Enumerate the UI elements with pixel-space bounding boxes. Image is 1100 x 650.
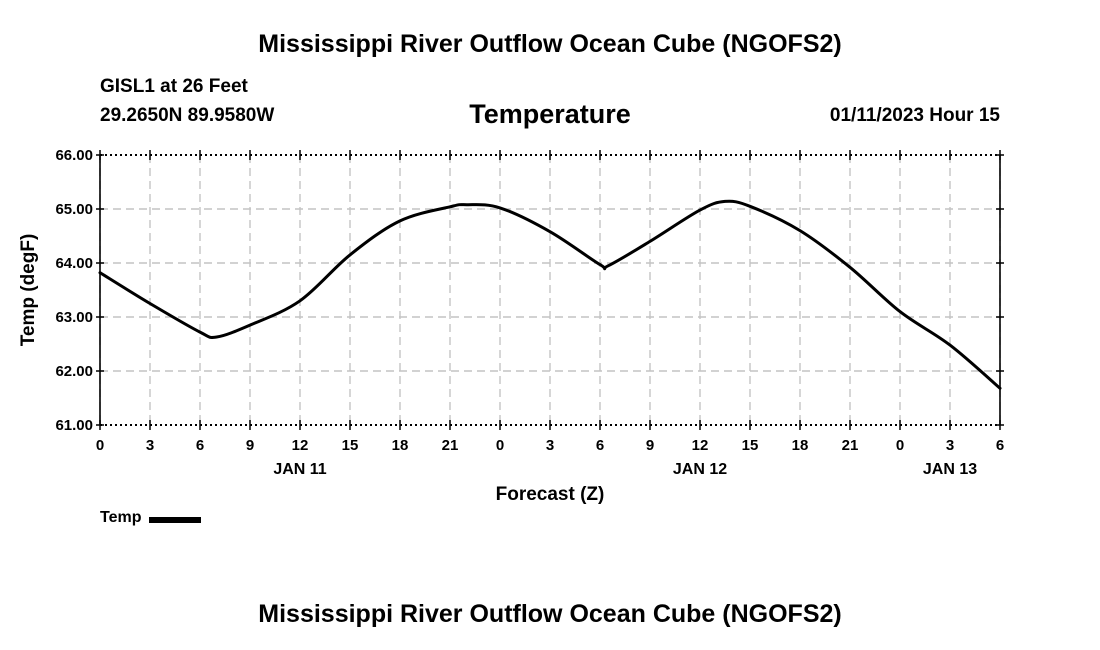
x-tick-label: 15	[742, 437, 759, 454]
station-coordinates: 29.2650N 89.9580W	[100, 105, 275, 126]
x-tick-label: 12	[692, 437, 709, 454]
x-day-label: JAN 12	[673, 461, 727, 478]
x-tick-label: 21	[442, 437, 459, 454]
y-tick-label: 65.00	[55, 201, 93, 218]
chart-main-title: Mississippi River Outflow Ocean Cube (NG…	[258, 30, 842, 58]
x-tick-label: 6	[196, 437, 204, 454]
y-tick-label: 61.00	[55, 417, 93, 434]
x-axis-label: Forecast (Z)	[496, 484, 605, 505]
x-tick-label: 3	[946, 437, 954, 454]
legend-swatch	[149, 516, 202, 523]
bottom-repeated-title: Mississippi River Outflow Ocean Cube (NG…	[258, 600, 842, 628]
y-tick-label: 64.00	[55, 255, 93, 272]
x-tick-label: 3	[546, 437, 554, 454]
x-day-label: JAN 11	[273, 461, 326, 478]
x-tick-label: 0	[96, 437, 104, 454]
x-tick-label: 6	[596, 437, 604, 454]
y-tick-label: 63.00	[55, 309, 93, 326]
y-axis-label: Temp (degF)	[18, 234, 39, 347]
x-tick-label: 0	[496, 437, 504, 454]
legend-label: Temp	[100, 509, 142, 526]
y-tick-label: 66.00	[55, 147, 93, 164]
x-tick-label: 0	[896, 437, 904, 454]
x-tick-label: 3	[146, 437, 154, 454]
series-line-temp	[98, 199, 1002, 390]
x-tick-label: 18	[392, 437, 409, 454]
x-tick-label: 21	[842, 437, 859, 454]
forecast-datetime: 01/11/2023 Hour 15	[829, 105, 1000, 126]
x-tick-label: 12	[292, 437, 309, 454]
chart-subtitle: Temperature	[469, 99, 631, 129]
x-tick-label: 15	[342, 437, 359, 454]
x-tick-label: 18	[792, 437, 809, 454]
x-day-label: JAN 13	[923, 461, 977, 478]
legend: Temp	[100, 509, 202, 527]
x-tick-label: 9	[246, 437, 254, 454]
y-tick-label: 62.00	[55, 363, 93, 380]
station-label: GISL1 at 26 Feet	[100, 76, 248, 97]
x-tick-label: 9	[646, 437, 654, 454]
x-tick-label: 6	[996, 437, 1004, 454]
